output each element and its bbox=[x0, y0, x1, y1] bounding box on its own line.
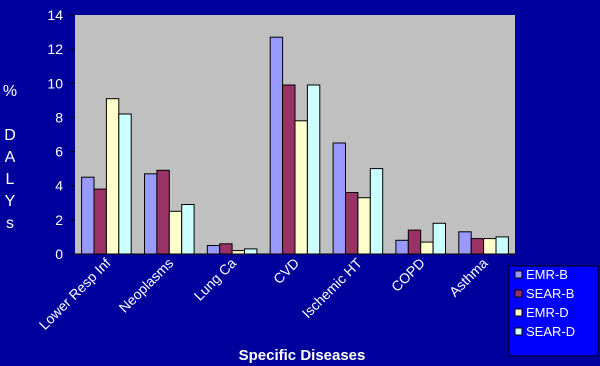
bar-copd-sear-b bbox=[407, 229, 422, 255]
bar-lung-ca-emr-d bbox=[231, 250, 246, 255]
bar-asthma-sear-d bbox=[495, 236, 509, 255]
x-tick-label-cvd: CVD bbox=[270, 255, 302, 287]
x-tick-label-neoplasms: Neoplasms bbox=[116, 255, 177, 316]
y-tick-label-4: 4 bbox=[55, 178, 63, 194]
bar-neoplasms-sear-b bbox=[156, 169, 170, 255]
y-tick-label-10: 10 bbox=[47, 75, 63, 91]
legend-swatch-sear-d bbox=[514, 327, 523, 336]
y-tick-label-6: 6 bbox=[55, 144, 63, 160]
legend-label-sear-d: SEAR-D bbox=[526, 324, 575, 339]
bar-lower-resp-inf-emr-b bbox=[81, 176, 95, 255]
bar-neoplasms-sear-d bbox=[181, 204, 195, 255]
x-tick-label-asthma: Asthma bbox=[446, 255, 491, 300]
bars-group bbox=[81, 36, 509, 255]
bar-ischemic-ht-emr-b bbox=[332, 142, 347, 255]
y-tick-label-14: 14 bbox=[47, 7, 63, 23]
bar-lung-ca-sear-b bbox=[219, 243, 233, 255]
legend-swatch-emr-b bbox=[514, 270, 523, 279]
y-label-char-0: % bbox=[3, 83, 17, 100]
x-tick-label-lower-resp-inf: Lower Resp Inf bbox=[36, 255, 114, 333]
bar-asthma-emr-b bbox=[458, 231, 472, 255]
bar-copd-sear-d bbox=[432, 222, 447, 255]
legend: EMR-B SEAR-B EMR-D SEAR-D bbox=[508, 265, 599, 357]
y-tick-label-0: 0 bbox=[55, 246, 63, 262]
bar-asthma-emr-d bbox=[483, 238, 497, 255]
y-label-char-2: D bbox=[4, 127, 16, 144]
legend-box bbox=[508, 265, 599, 357]
bar-lower-resp-inf-emr-d bbox=[105, 98, 120, 255]
bar-lung-ca-emr-b bbox=[206, 245, 221, 255]
bar-lower-resp-inf-sear-d bbox=[118, 113, 132, 255]
bar-lower-resp-inf-sear-b bbox=[93, 188, 107, 255]
bar-copd-emr-b bbox=[395, 239, 409, 255]
bar-cvd-emr-d bbox=[294, 120, 308, 255]
legend-label-sear-b: SEAR-B bbox=[526, 286, 574, 301]
bar-lung-ca-sear-d bbox=[244, 248, 258, 255]
bar-neoplasms-emr-b bbox=[144, 173, 158, 255]
y-tick-label-2: 2 bbox=[55, 212, 63, 228]
bar-ischemic-ht-emr-d bbox=[357, 197, 371, 255]
bar-cvd-sear-b bbox=[282, 84, 296, 255]
y-label-char-6: s bbox=[6, 215, 14, 232]
y-tick-label-8: 8 bbox=[55, 109, 63, 125]
x-axis-label: Specific Diseases bbox=[239, 347, 366, 364]
legend-label-emr-b: EMR-B bbox=[526, 267, 568, 282]
bar-ischemic-ht-sear-b bbox=[345, 192, 359, 255]
legend-swatch-emr-d bbox=[514, 308, 523, 317]
y-label-char-4: L bbox=[6, 171, 15, 188]
y-label-char-3: A bbox=[5, 149, 16, 166]
x-tick-label-copd: COPD bbox=[388, 255, 428, 295]
legend-swatch-sear-b bbox=[514, 289, 523, 298]
y-tick-label-12: 12 bbox=[47, 41, 63, 57]
x-tick-label-ischemic-ht: Ischemic HT bbox=[299, 254, 366, 321]
bar-neoplasms-emr-d bbox=[168, 210, 183, 255]
x-tick-label-lung-ca: Lung Ca bbox=[191, 255, 240, 304]
y-label-char-5: Y bbox=[5, 193, 16, 210]
x-axis-ticks: Lower Resp Inf Neoplasms Lung Ca CVDIschemi… bbox=[36, 254, 491, 332]
legend-label-emr-d: EMR-D bbox=[526, 305, 569, 320]
y-axis-ticks: 0 2 4 6 8 10 12 14 bbox=[47, 7, 75, 262]
bar-ischemic-ht-sear-d bbox=[369, 168, 384, 255]
bar-copd-emr-d bbox=[420, 241, 434, 255]
bar-cvd-sear-d bbox=[306, 84, 321, 255]
bar-cvd-emr-b bbox=[269, 36, 284, 255]
bar-asthma-sear-b bbox=[470, 238, 485, 255]
